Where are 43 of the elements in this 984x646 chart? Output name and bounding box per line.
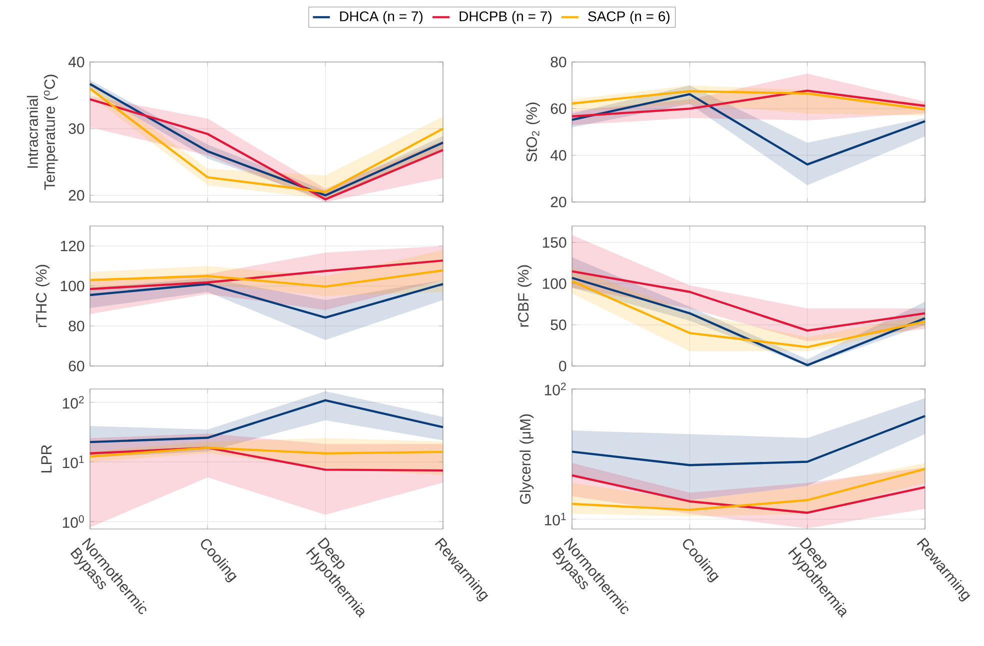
y-tick-label: 20 [550,196,566,208]
line-series [570,280,926,348]
y-tick-label: 150 [542,237,566,248]
legend-label: DHCA (n = 7) [340,11,422,24]
line-series [570,474,926,514]
y-tick-label: 80 [550,56,566,68]
y-tick-label: 60 [550,103,566,114]
line-series [88,260,444,290]
y-tick-label: 60 [68,360,84,372]
line-series [88,269,444,288]
y-axis-title: LPR [41,445,52,472]
y-tick-label: 0 [559,360,566,372]
y-tick-label: 10$^{1}$ [62,456,84,468]
y-tick-label: 20 [68,190,84,201]
y-tick-label: 40 [550,150,566,161]
y-tick-label: 10$^{0}$ [62,515,84,528]
legend-label: SACP (n = 6) [588,11,670,24]
y-tick-label: 50 [550,320,566,330]
y-tick-label: 120 [60,240,84,252]
legend-label: DHCPB (n = 7) [460,11,552,24]
line-series [570,468,926,511]
y-tick-label: 30 [68,123,84,134]
line-series [88,399,444,444]
y-tick-label: 100 [60,280,84,292]
line-series [570,270,926,332]
y-tick-label: 100 [542,278,566,289]
y-axis-title: Glycerol (μM) [520,414,534,504]
y-tick-label: 80 [68,320,84,332]
y-tick-label: 10$^{2}$ [544,382,566,396]
y-axis-title: rCBF (%) [518,265,532,327]
y-axis-title: rTHC (%) [36,264,50,328]
line-series [88,446,444,472]
line-series [570,93,926,166]
line-series [570,414,926,466]
line-series [570,90,926,118]
y-tick-label: 10$^{1}$ [544,512,566,526]
line-series [88,446,444,458]
y-tick-label: 10$^{2}$ [62,396,84,409]
y-tick-label: 40 [68,56,84,68]
y-axis-title: StO$_{2}$ (%) [526,102,540,162]
y-axis-title: Intracranial Temperature ($^{o}$C) [26,74,58,190]
line-series [570,276,926,366]
line-series [570,90,926,110]
